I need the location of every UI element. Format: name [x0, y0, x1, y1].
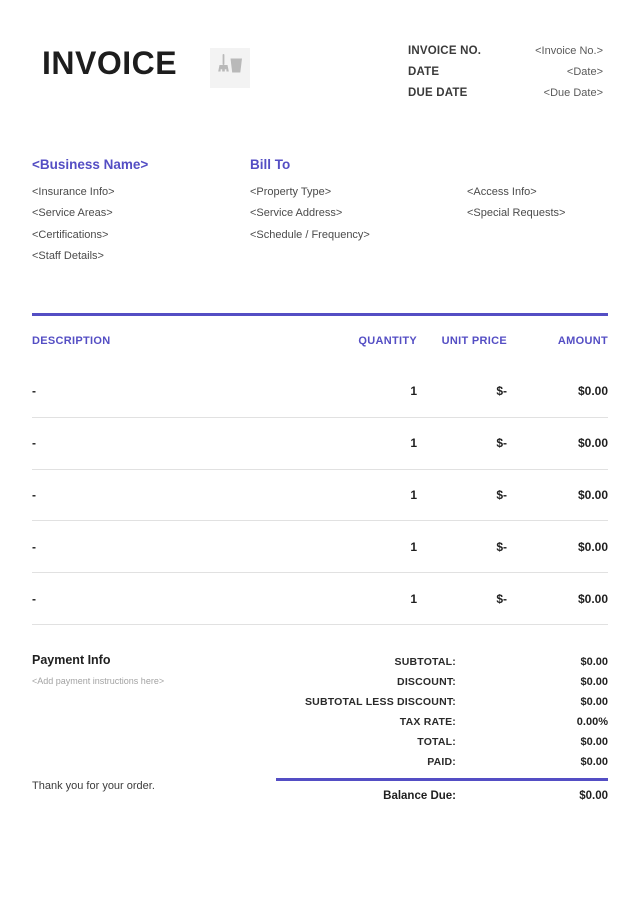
totals-section: SUBTOTAL: $0.00 DISCOUNT: $0.00 SUBTOTAL… — [64, 652, 608, 772]
bill-to-details: <Property Type> <Service Address> <Sched… — [250, 182, 460, 246]
thank-you-note: Thank you for your order. — [32, 780, 155, 792]
total-label: TOTAL: — [417, 736, 456, 748]
balance-due-divider — [276, 778, 608, 781]
payment-info-heading: Payment Info — [32, 653, 111, 667]
item-amount: $0.00 — [577, 436, 608, 451]
bill-to-column: Bill To <Property Type> <Service Address… — [250, 157, 460, 246]
extra-special-requests: <Special Requests> — [467, 207, 566, 220]
page-title: INVOICE — [42, 45, 178, 81]
column-header-quantity: QUANTITY — [358, 335, 417, 347]
subtotal-less-discount-label: SUBTOTAL LESS DISCOUNT: — [304, 696, 456, 708]
item-amount: $0.00 — [577, 487, 608, 502]
table-row: - 1 $- $0.00 — [32, 366, 608, 418]
items-table-header: DESCRIPTION QUANTITY UNIT PRICE AMOUNT — [32, 316, 608, 366]
business-details: <Insurance Info> <Service Areas> <Certif… — [32, 182, 242, 268]
table-row: - 1 $- $0.00 — [32, 418, 608, 470]
item-quantity: 1 — [410, 384, 417, 399]
bill-to-service-address: <Service Address> — [250, 207, 343, 220]
totals-row-tax-rate: TAX RATE: 0.00% — [64, 712, 608, 732]
paid-value: $0.00 — [580, 756, 608, 768]
date-label: DATE — [408, 65, 440, 78]
column-header-amount: AMOUNT — [557, 335, 608, 347]
item-unit-price: $- — [496, 487, 507, 502]
business-detail-certifications: <Certifications> — [32, 228, 109, 241]
item-description: - — [32, 591, 36, 606]
tax-rate-label: TAX RATE: — [399, 716, 456, 728]
item-unit-price: $- — [496, 539, 507, 554]
item-description: - — [32, 384, 36, 399]
column-header-description: DESCRIPTION — [32, 335, 111, 347]
business-detail-insurance: <Insurance Info> — [32, 186, 115, 198]
business-info-column: <Business Name> <Insurance Info> <Servic… — [32, 157, 242, 268]
item-quantity: 1 — [410, 539, 417, 554]
date-value: <Date> — [566, 65, 603, 78]
parties-section: <Business Name> <Insurance Info> <Servic… — [32, 157, 608, 272]
total-value: $0.00 — [580, 736, 608, 748]
totals-row-subtotal-less-discount: SUBTOTAL LESS DISCOUNT: $0.00 — [64, 692, 608, 712]
item-quantity: 1 — [410, 591, 417, 606]
invoice-no-label: INVOICE NO. — [408, 44, 482, 57]
tax-rate-value: 0.00% — [576, 716, 608, 728]
bill-to-schedule: <Schedule / Frequency> — [250, 228, 370, 241]
totals-row-paid: PAID: $0.00 — [64, 752, 608, 772]
subtotal-value: $0.00 — [580, 656, 608, 668]
item-description: - — [32, 539, 36, 554]
subtotal-less-discount-value: $0.00 — [580, 696, 608, 708]
meta-row-invoice-no: INVOICE NO. <Invoice No.> — [408, 40, 603, 61]
table-row: - 1 $- $0.00 — [32, 573, 608, 625]
business-detail-staff: <Staff Details> — [32, 250, 104, 263]
totals-row-subtotal: SUBTOTAL: $0.00 — [64, 652, 609, 672]
balance-due-value: $0.00 — [579, 790, 608, 802]
item-amount: $0.00 — [577, 384, 608, 399]
business-name: <Business Name> — [32, 157, 149, 172]
item-description: - — [32, 436, 36, 451]
due-date-value: <Due Date> — [543, 86, 603, 99]
cleaning-broom-bucket-icon — [214, 50, 246, 87]
extra-access-info: <Access Info> — [467, 186, 537, 198]
payment-instructions-placeholder: <Add payment instructions here> — [32, 676, 165, 686]
bill-to-heading: Bill To — [250, 157, 291, 172]
invoice-no-value: <Invoice No.> — [535, 44, 603, 57]
due-date-label: DUE DATE — [408, 86, 468, 99]
balance-due-row: Balance Due: $0.00 — [64, 786, 608, 806]
extra-details: <Access Info> <Special Requests> — [467, 182, 608, 225]
item-description: - — [32, 487, 36, 502]
bill-to-property-type: <Property Type> — [250, 186, 332, 198]
discount-label: DISCOUNT: — [397, 676, 456, 688]
totals-row-total: TOTAL: $0.00 — [64, 732, 608, 752]
table-row: - 1 $- $0.00 — [32, 521, 608, 574]
item-unit-price: $- — [496, 384, 507, 399]
item-amount: $0.00 — [577, 591, 608, 606]
subtotal-label: SUBTOTAL: — [394, 656, 456, 668]
column-header-unit-price: UNIT PRICE — [441, 335, 507, 347]
item-amount: $0.00 — [577, 539, 608, 554]
items-table: DESCRIPTION QUANTITY UNIT PRICE AMOUNT -… — [32, 313, 608, 625]
payment-info-section: Payment Info <Add payment instructions h… — [32, 653, 262, 686]
balance-due-label: Balance Due: — [383, 790, 456, 802]
item-quantity: 1 — [410, 436, 417, 451]
meta-row-date: DATE <Date> — [408, 61, 603, 82]
paid-label: PAID: — [427, 756, 456, 768]
item-unit-price: $- — [496, 436, 507, 451]
totals-row-discount: DISCOUNT: $0.00 — [64, 672, 608, 692]
extra-info-column: <Access Info> <Special Requests> — [467, 157, 608, 225]
item-unit-price: $- — [496, 591, 507, 606]
business-detail-service-areas: <Service Areas> — [32, 207, 113, 220]
discount-value: $0.00 — [580, 676, 608, 688]
invoice-meta: INVOICE NO. <Invoice No.> DATE <Date> DU… — [408, 40, 603, 103]
table-row: - 1 $- $0.00 — [32, 470, 608, 522]
item-quantity: 1 — [410, 487, 417, 502]
meta-row-due-date: DUE DATE <Due Date> — [408, 82, 603, 103]
logo-box — [210, 48, 250, 88]
